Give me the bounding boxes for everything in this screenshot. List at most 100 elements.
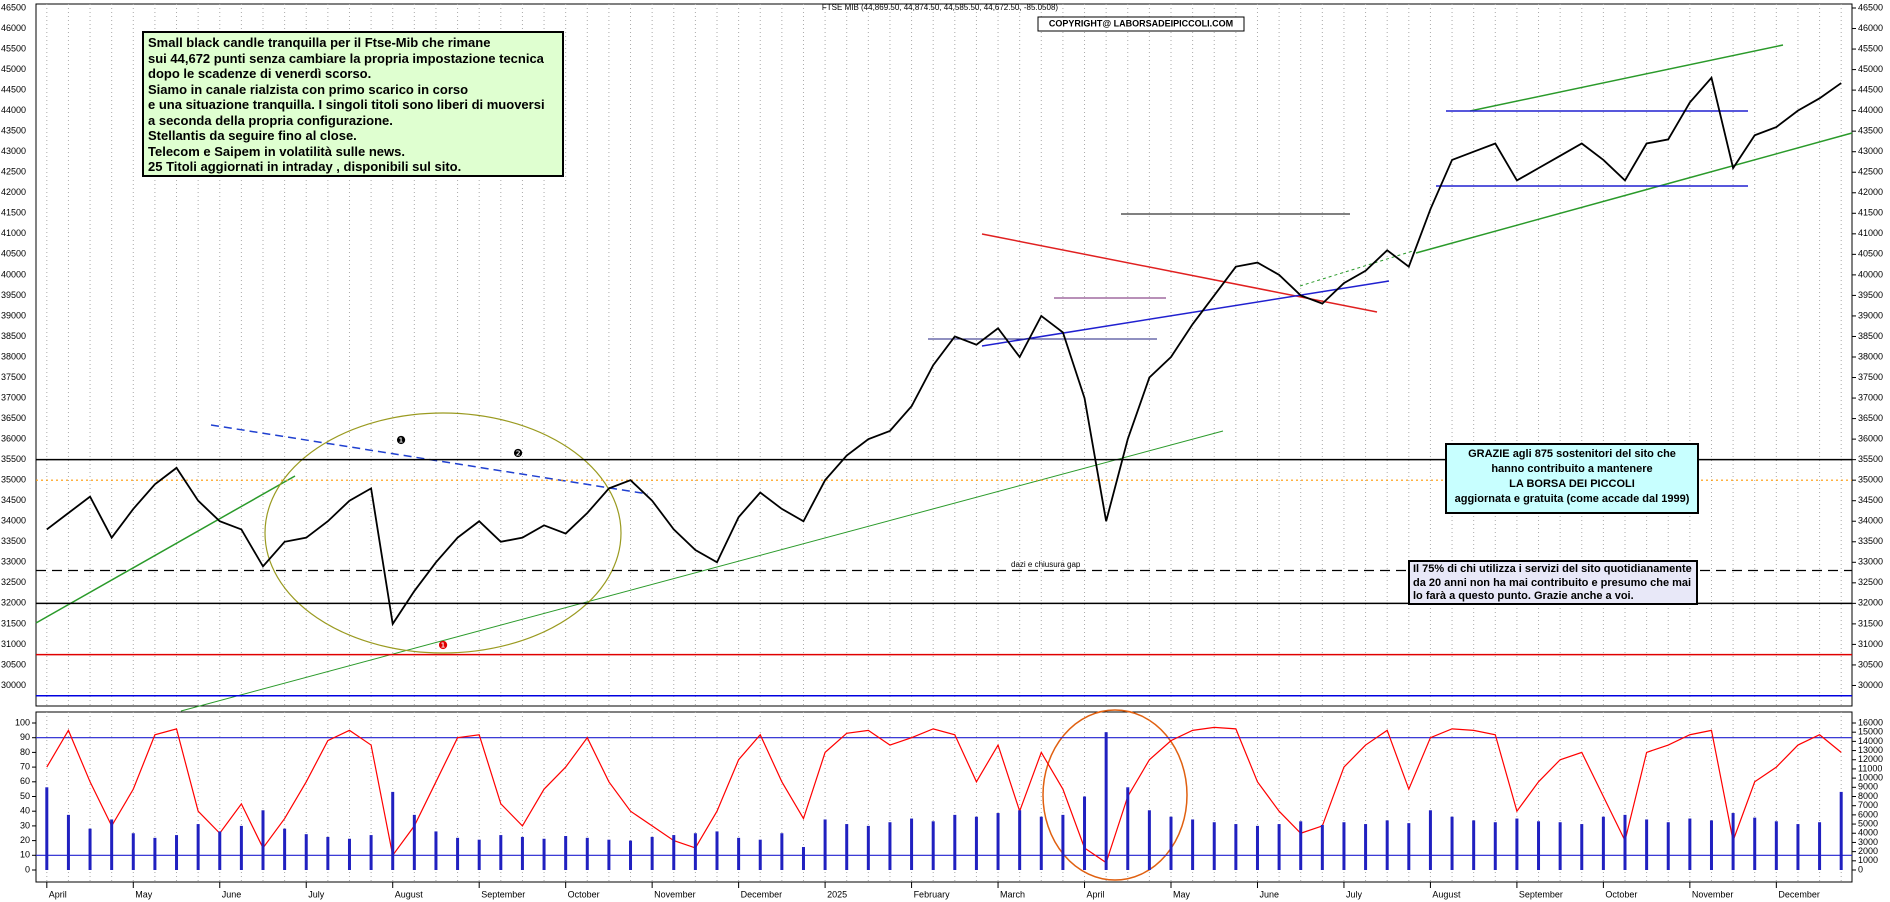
- y2-tick-label: 3000: [1858, 837, 1878, 847]
- volume-bar: [1147, 810, 1151, 870]
- y-tick-label: 45000: [1858, 64, 1883, 74]
- volume-bar: [1450, 816, 1454, 870]
- volume-bar: [1601, 816, 1605, 870]
- y-tick-label: 31000: [1858, 639, 1883, 649]
- x-tick-label: April: [1087, 889, 1105, 899]
- copyright: COPYRIGHT@ LABORSADEIPICCOLI.COM: [1049, 18, 1233, 28]
- volume-bar: [1234, 824, 1238, 870]
- x-tick-label: October: [568, 889, 600, 899]
- y-tick-label: 34500: [1, 495, 26, 505]
- volume-bar: [996, 813, 1000, 870]
- volume-bar: [1666, 822, 1670, 870]
- x-tick-label: August: [395, 889, 424, 899]
- trendline: [180, 430, 1224, 712]
- price-panel: [35, 3, 1853, 707]
- x-tick-label: September: [481, 889, 525, 899]
- x-tick-label: November: [1692, 889, 1734, 899]
- y-tick-label: 38000: [1, 351, 26, 361]
- y-tick-label: 44000: [1, 105, 26, 115]
- volume-bar: [1796, 824, 1800, 870]
- y-tick-label: 38500: [1858, 331, 1883, 341]
- box-line: lo farà a questo punto. Grazie anche a v…: [1413, 590, 1634, 602]
- volume-bar: [953, 814, 957, 870]
- y-tick-label: 46000: [1, 23, 26, 33]
- volume-bar: [845, 824, 849, 870]
- x-tick-label: December: [1778, 889, 1820, 899]
- trendline: [1299, 249, 1417, 287]
- volume-bar: [456, 837, 460, 870]
- y-tick-label: 44500: [1, 84, 26, 94]
- volume-bar: [801, 847, 805, 870]
- y-tick-label: 35000: [1, 475, 26, 485]
- volume-bar: [412, 814, 416, 870]
- volume-bar: [88, 828, 92, 870]
- channel-line: [1415, 132, 1853, 254]
- box-line: Il 75% di chi utilizza i servizi del sit…: [1413, 563, 1692, 575]
- box-line: GRAZIE agli 875 sostenitori del sito che: [1468, 448, 1676, 460]
- y2-tick-label: 4000: [1858, 828, 1878, 838]
- trendline: [35, 475, 296, 624]
- x-tick-label: October: [1605, 889, 1637, 899]
- volume-bar: [974, 816, 978, 870]
- marker: ❶: [396, 435, 406, 447]
- y-tick-label: 38000: [1858, 351, 1883, 361]
- volume-bar: [715, 831, 719, 870]
- y2-tick-label: 16000: [1858, 717, 1883, 727]
- y-tick-label: 43500: [1858, 126, 1883, 136]
- volume-bar: [1472, 820, 1476, 870]
- volume-bar: [520, 836, 524, 870]
- volume-bar: [1537, 821, 1541, 870]
- volume-bar: [931, 821, 935, 870]
- box-line: aggiornata e gratuita (come accade dal 1…: [1454, 493, 1690, 505]
- y-tick-label: 41000: [1, 228, 26, 238]
- y-tick-label: 35500: [1858, 454, 1883, 464]
- volume-bar: [866, 825, 870, 870]
- box-line: sui 44,672 punti senza cambiare la propr…: [148, 50, 544, 66]
- y-tick-label: 42500: [1858, 167, 1883, 177]
- volume-bar: [758, 839, 762, 870]
- volume-bar: [1083, 796, 1087, 870]
- y-tick-label: 42000: [1, 187, 26, 197]
- y-tick-label: 40000: [1, 269, 26, 279]
- y-tick-label: 34500: [1858, 495, 1883, 505]
- y2-tick-label: 6000: [1858, 809, 1878, 819]
- volume-bar: [283, 828, 287, 870]
- volume-bar: [1558, 822, 1562, 870]
- volume-bar: [477, 839, 481, 870]
- y-tick-label: 36000: [1, 433, 26, 443]
- osc-tick-label: 100: [15, 717, 30, 727]
- y-tick-label: 36500: [1858, 413, 1883, 423]
- y-tick-label: 33500: [1858, 536, 1883, 546]
- box-line: e una situazione tranquilla. I singoli t…: [148, 97, 545, 112]
- y-tick-label: 45500: [1858, 43, 1883, 53]
- volume-bar: [693, 833, 697, 870]
- volume-bar: [1342, 822, 1346, 870]
- volume-bar: [1104, 732, 1108, 870]
- y-tick-label: 39500: [1, 290, 26, 300]
- y-tick-label: 42000: [1858, 187, 1883, 197]
- y-tick-label: 40500: [1, 249, 26, 259]
- volume-bar: [66, 814, 70, 870]
- marker: ❶: [438, 640, 448, 652]
- osc-tick-label: 60: [20, 776, 30, 786]
- osc-tick-label: 10: [20, 850, 30, 860]
- trendline: [981, 280, 1390, 347]
- y-tick-label: 33000: [1858, 557, 1883, 567]
- channel-line: [1469, 44, 1784, 112]
- y-tick-label: 39000: [1, 310, 26, 320]
- x-tick-label: June: [1259, 889, 1279, 899]
- x-tick-label: June: [222, 889, 242, 899]
- volume-bar: [326, 836, 330, 870]
- y-tick-label: 39000: [1858, 310, 1883, 320]
- y-tick-label: 40500: [1858, 249, 1883, 259]
- volume-bar: [434, 831, 438, 870]
- volume-bar: [131, 833, 135, 870]
- volume-bar: [607, 839, 611, 870]
- volume-bar: [823, 819, 827, 870]
- volume-bar: [1580, 824, 1584, 870]
- volume-bar: [261, 810, 265, 870]
- volume-bar: [1645, 819, 1649, 870]
- volume-bar: [1299, 821, 1303, 870]
- volume-bar: [196, 824, 200, 870]
- y2-tick-label: 15000: [1858, 727, 1883, 737]
